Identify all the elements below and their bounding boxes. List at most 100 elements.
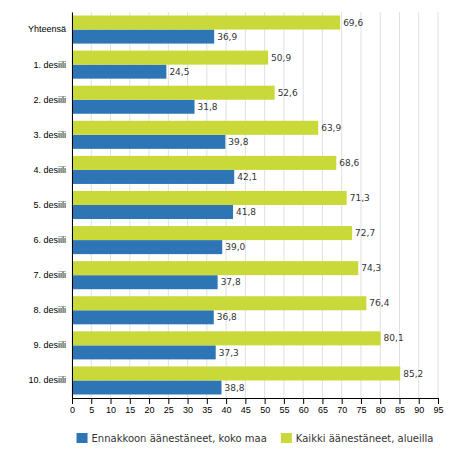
x-tick-mark bbox=[149, 398, 150, 404]
x-tick-label: 50 bbox=[260, 405, 270, 415]
x-tick-label: 15 bbox=[125, 405, 135, 415]
legend-label: Ennakkoon äänestäneet, koko maa bbox=[92, 433, 267, 444]
x-tick-label: 30 bbox=[183, 405, 193, 415]
data-label: 31,8 bbox=[198, 102, 218, 112]
y-tick: 4. desiili bbox=[33, 165, 72, 175]
data-label: 39,8 bbox=[228, 137, 248, 147]
y-axis-line bbox=[72, 13, 73, 399]
legend-swatch bbox=[77, 433, 88, 443]
x-tick: 45 bbox=[241, 398, 251, 415]
data-label: 72,7 bbox=[355, 228, 375, 238]
y-tick: 8. desiili bbox=[33, 305, 72, 315]
grid-line bbox=[72, 12, 73, 398]
data-label: 68,6 bbox=[339, 158, 359, 168]
x-tick: 60 bbox=[299, 398, 309, 415]
grid bbox=[72, 12, 438, 398]
x-tick: 95 bbox=[433, 398, 443, 415]
x-tick-label: 45 bbox=[241, 405, 251, 415]
x-axis: 05101520253035404550556065707580859095 bbox=[70, 398, 444, 415]
y-tick: 3. desiili bbox=[33, 130, 72, 140]
x-tick-mark bbox=[130, 398, 131, 404]
y-tick-label: 3. desiili bbox=[33, 130, 66, 140]
x-tick: 5 bbox=[89, 398, 94, 415]
grid-line bbox=[438, 12, 439, 398]
x-tick-mark bbox=[380, 398, 381, 404]
x-tick-label: 90 bbox=[414, 405, 424, 415]
y-tick-label: Yhteensä bbox=[28, 24, 66, 34]
bar bbox=[72, 100, 195, 114]
bar bbox=[72, 331, 381, 345]
x-tick-label: 95 bbox=[433, 405, 443, 415]
bar bbox=[72, 51, 268, 65]
bar bbox=[72, 345, 216, 359]
bars bbox=[72, 16, 400, 395]
bar bbox=[72, 261, 358, 275]
x-tick-label: 25 bbox=[164, 405, 174, 415]
y-tick-label: 4. desiili bbox=[33, 165, 66, 175]
x-tick-label: 20 bbox=[145, 405, 155, 415]
y-tick: 7. desiili bbox=[33, 270, 72, 280]
x-tick: 10 bbox=[106, 398, 116, 415]
x-tick-mark bbox=[284, 398, 285, 404]
data-label: 36,9 bbox=[217, 32, 237, 42]
bar bbox=[72, 205, 233, 219]
bar bbox=[72, 380, 221, 394]
bar bbox=[72, 275, 218, 289]
plot: 36,924,531,839,842,141,839,037,836,837,3… bbox=[28, 12, 444, 415]
y-tick: 10. desiili bbox=[28, 375, 72, 385]
data-label: 36,8 bbox=[217, 312, 237, 322]
data-label: 37,3 bbox=[219, 348, 239, 358]
x-tick: 65 bbox=[318, 398, 328, 415]
data-label: 50,9 bbox=[271, 53, 291, 63]
x-tick: 20 bbox=[145, 398, 155, 415]
data-label: 24,5 bbox=[169, 67, 189, 77]
x-tick-label: 75 bbox=[356, 405, 366, 415]
grid-line bbox=[418, 12, 419, 398]
x-tick-mark bbox=[188, 398, 189, 404]
bar bbox=[72, 191, 347, 205]
x-tick: 75 bbox=[356, 398, 366, 415]
x-tick-mark bbox=[361, 398, 362, 404]
x-axis-line bbox=[73, 399, 439, 405]
y-tick-label: 7. desiili bbox=[33, 270, 66, 280]
y-tick-label: 2. desiili bbox=[33, 95, 66, 105]
data-label: 41,8 bbox=[236, 207, 256, 217]
x-tick-label: 40 bbox=[222, 405, 232, 415]
x-tick: 25 bbox=[164, 398, 174, 415]
x-tick-mark bbox=[265, 398, 266, 404]
data-label: 37,8 bbox=[221, 277, 241, 287]
x-tick-label: 65 bbox=[318, 405, 328, 415]
x-tick-label: 85 bbox=[395, 405, 405, 415]
y-tick-label: 6. desiili bbox=[33, 235, 66, 245]
x-tick-label: 70 bbox=[337, 405, 347, 415]
y-tick: 6. desiili bbox=[33, 235, 72, 245]
bar bbox=[72, 135, 225, 149]
y-tick: 5. desiili bbox=[33, 200, 72, 210]
y-tick: Yhteensä bbox=[28, 24, 72, 34]
x-tick: 50 bbox=[260, 398, 270, 415]
data-label: 80,1 bbox=[384, 333, 404, 343]
x-tick-label: 0 bbox=[70, 405, 75, 415]
x-tick-label: 10 bbox=[106, 405, 116, 415]
data-label: 74,3 bbox=[361, 263, 381, 273]
legend-label: Kaikki äänestäneet, alueilla bbox=[296, 433, 434, 444]
data-label: 42,1 bbox=[237, 172, 257, 182]
x-tick: 70 bbox=[337, 398, 347, 415]
x-tick: 40 bbox=[222, 398, 232, 415]
bar bbox=[72, 156, 336, 170]
x-tick-label: 55 bbox=[279, 405, 289, 415]
legend-item: Ennakkoon äänestäneet, koko maa bbox=[77, 433, 267, 444]
x-tick-mark bbox=[342, 398, 343, 404]
y-tick-label: 10. desiili bbox=[28, 375, 66, 385]
x-tick-mark bbox=[419, 398, 420, 404]
legend: Ennakkoon äänestäneet, koko maa Kaikki ää… bbox=[77, 433, 434, 444]
data-labels: 36,924,531,839,842,141,839,037,836,837,3… bbox=[169, 18, 423, 393]
bar bbox=[72, 170, 234, 184]
x-tick: 55 bbox=[279, 398, 289, 415]
x-tick-mark bbox=[438, 398, 439, 404]
y-axis: Yhteensä1. desiili2. desiili3. desiili4.… bbox=[28, 13, 73, 399]
y-tick-label: 8. desiili bbox=[33, 305, 66, 315]
x-tick: 15 bbox=[125, 398, 135, 415]
x-tick: 35 bbox=[202, 398, 212, 415]
x-tick: 85 bbox=[395, 398, 405, 415]
